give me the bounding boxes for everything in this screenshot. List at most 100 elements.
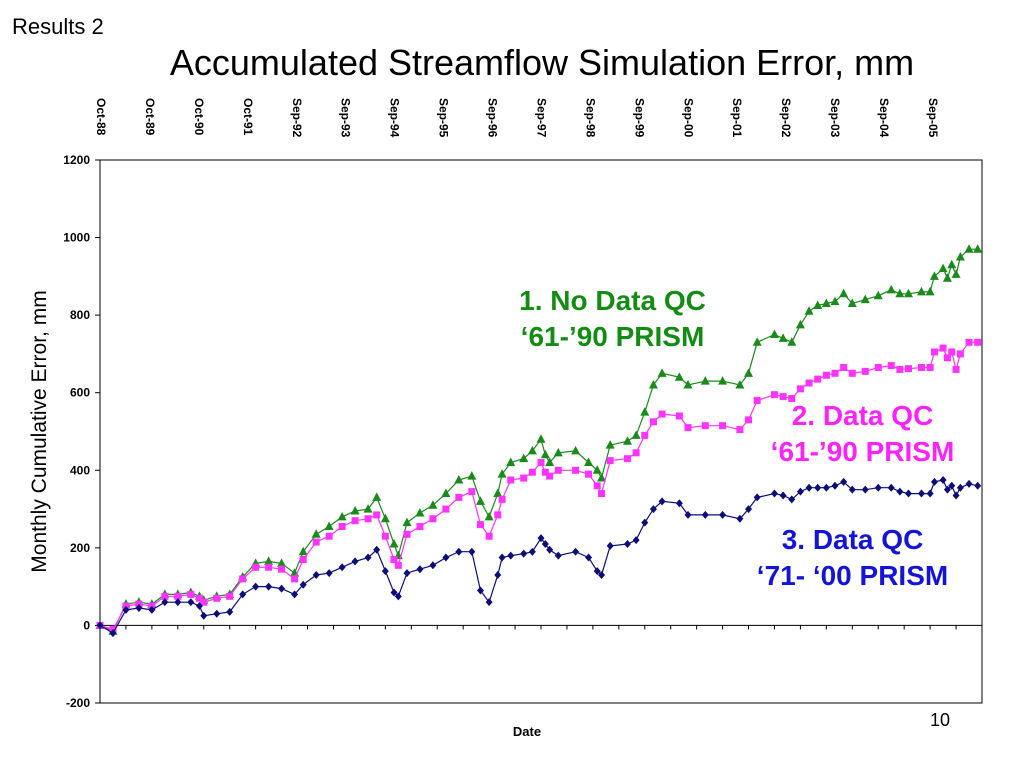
series-3-point xyxy=(278,584,286,593)
series-1-point xyxy=(938,263,948,273)
series-1-point xyxy=(925,286,935,296)
series-2-point xyxy=(546,472,554,480)
x-tick-label: Sep-96 xyxy=(486,98,500,138)
series-2-point xyxy=(956,350,964,358)
series-3-point xyxy=(822,483,830,492)
series-2-point xyxy=(753,396,761,404)
y-tick-label: 200 xyxy=(70,541,90,555)
series-1-point xyxy=(830,296,840,306)
series-3-point xyxy=(200,611,208,620)
series-2-point xyxy=(939,344,947,352)
series-1-point xyxy=(380,513,390,523)
series-1-point xyxy=(700,376,710,385)
series-2-point xyxy=(684,424,692,432)
series-1-point xyxy=(955,251,965,261)
series-1-point xyxy=(718,376,728,385)
series-1-point xyxy=(904,288,913,298)
series-3-point xyxy=(554,551,562,560)
series-2-point xyxy=(507,476,515,484)
y-tick-label: -200 xyxy=(66,696,90,710)
series-1-point xyxy=(324,521,334,531)
x-tick-label: Sep-04 xyxy=(877,98,891,138)
series-3-point xyxy=(943,485,951,494)
series-2-point xyxy=(896,365,904,373)
series-2-point xyxy=(195,594,203,602)
x-axis-title: Date xyxy=(513,724,541,739)
series-3-point xyxy=(226,607,234,616)
annotation-series-3-line-1: 3. Data QC xyxy=(781,524,924,555)
series-3-point xyxy=(848,485,856,494)
series-2-point xyxy=(779,393,787,401)
series-1-point xyxy=(454,474,464,484)
series-1-point xyxy=(277,558,287,567)
series-1-point xyxy=(947,259,957,269)
series-2-point xyxy=(161,592,169,600)
series-1-point xyxy=(519,453,529,463)
series-2-point xyxy=(520,474,528,482)
series-3-point xyxy=(939,475,947,484)
x-tick-label: Sep-92 xyxy=(290,98,304,138)
series-3-point xyxy=(148,605,156,614)
series-3-point xyxy=(213,609,221,618)
series-3-point xyxy=(917,489,925,498)
slide-title: Accumulated Streamflow Simulation Error,… xyxy=(169,42,915,83)
x-tick-label: Sep-97 xyxy=(534,98,548,138)
series-1-point xyxy=(648,379,658,389)
series-3-point xyxy=(974,481,982,490)
series-2-point xyxy=(701,422,709,430)
series-2-point xyxy=(848,369,856,377)
series-3-point xyxy=(684,510,692,519)
series-2-point xyxy=(745,416,753,424)
series-2-point xyxy=(278,565,286,573)
series-2-point xyxy=(658,410,666,418)
series-3-point xyxy=(528,547,536,556)
series-3-point xyxy=(593,567,601,576)
series-1-point xyxy=(683,379,693,389)
series-2-point xyxy=(770,391,778,399)
series-3-point xyxy=(675,499,683,508)
series-3-point xyxy=(585,553,593,562)
series-2-point xyxy=(226,592,234,600)
series-1-point xyxy=(964,244,974,253)
series-2-point xyxy=(528,468,536,476)
x-tick-label: Sep-93 xyxy=(339,98,353,138)
series-2-point xyxy=(373,511,381,519)
series-3-point xyxy=(507,551,515,560)
series-2-point xyxy=(200,598,208,606)
series-3-point xyxy=(874,483,882,492)
series-3-point xyxy=(494,571,502,580)
series-3-point xyxy=(896,487,904,496)
x-tick-label: Sep-02 xyxy=(779,98,793,138)
x-tick-label: Oct-88 xyxy=(94,98,108,136)
series-2-point xyxy=(930,348,938,356)
series-2-point xyxy=(390,555,398,563)
series-3-point xyxy=(905,489,912,498)
y-tick-label: 600 xyxy=(70,386,90,400)
series-1-point xyxy=(795,319,805,329)
series-3-point xyxy=(239,590,247,599)
series-1-point xyxy=(895,288,905,298)
series-1-point xyxy=(415,507,425,517)
series-2-point xyxy=(265,563,273,571)
series-1-point xyxy=(605,440,615,449)
y-tick-label: 1000 xyxy=(63,231,90,245)
series-3-point xyxy=(861,485,869,494)
series-2-point xyxy=(494,511,502,519)
series-3-point xyxy=(416,565,424,574)
series-2-point xyxy=(606,457,614,465)
series-1-point xyxy=(467,471,477,480)
series-2-point xyxy=(299,555,307,563)
series-3-point xyxy=(455,547,463,556)
series-3-point xyxy=(109,629,117,638)
series-2-point xyxy=(239,575,247,583)
series-1-point xyxy=(674,372,684,381)
series-2-point xyxy=(442,505,450,513)
series-2-point xyxy=(468,488,476,496)
series-1-point xyxy=(493,488,503,498)
series-2-point xyxy=(719,422,727,430)
series-2-point xyxy=(974,338,982,346)
series-3-point xyxy=(606,541,614,550)
series-1-point xyxy=(497,469,507,478)
series-1-point xyxy=(735,379,745,389)
